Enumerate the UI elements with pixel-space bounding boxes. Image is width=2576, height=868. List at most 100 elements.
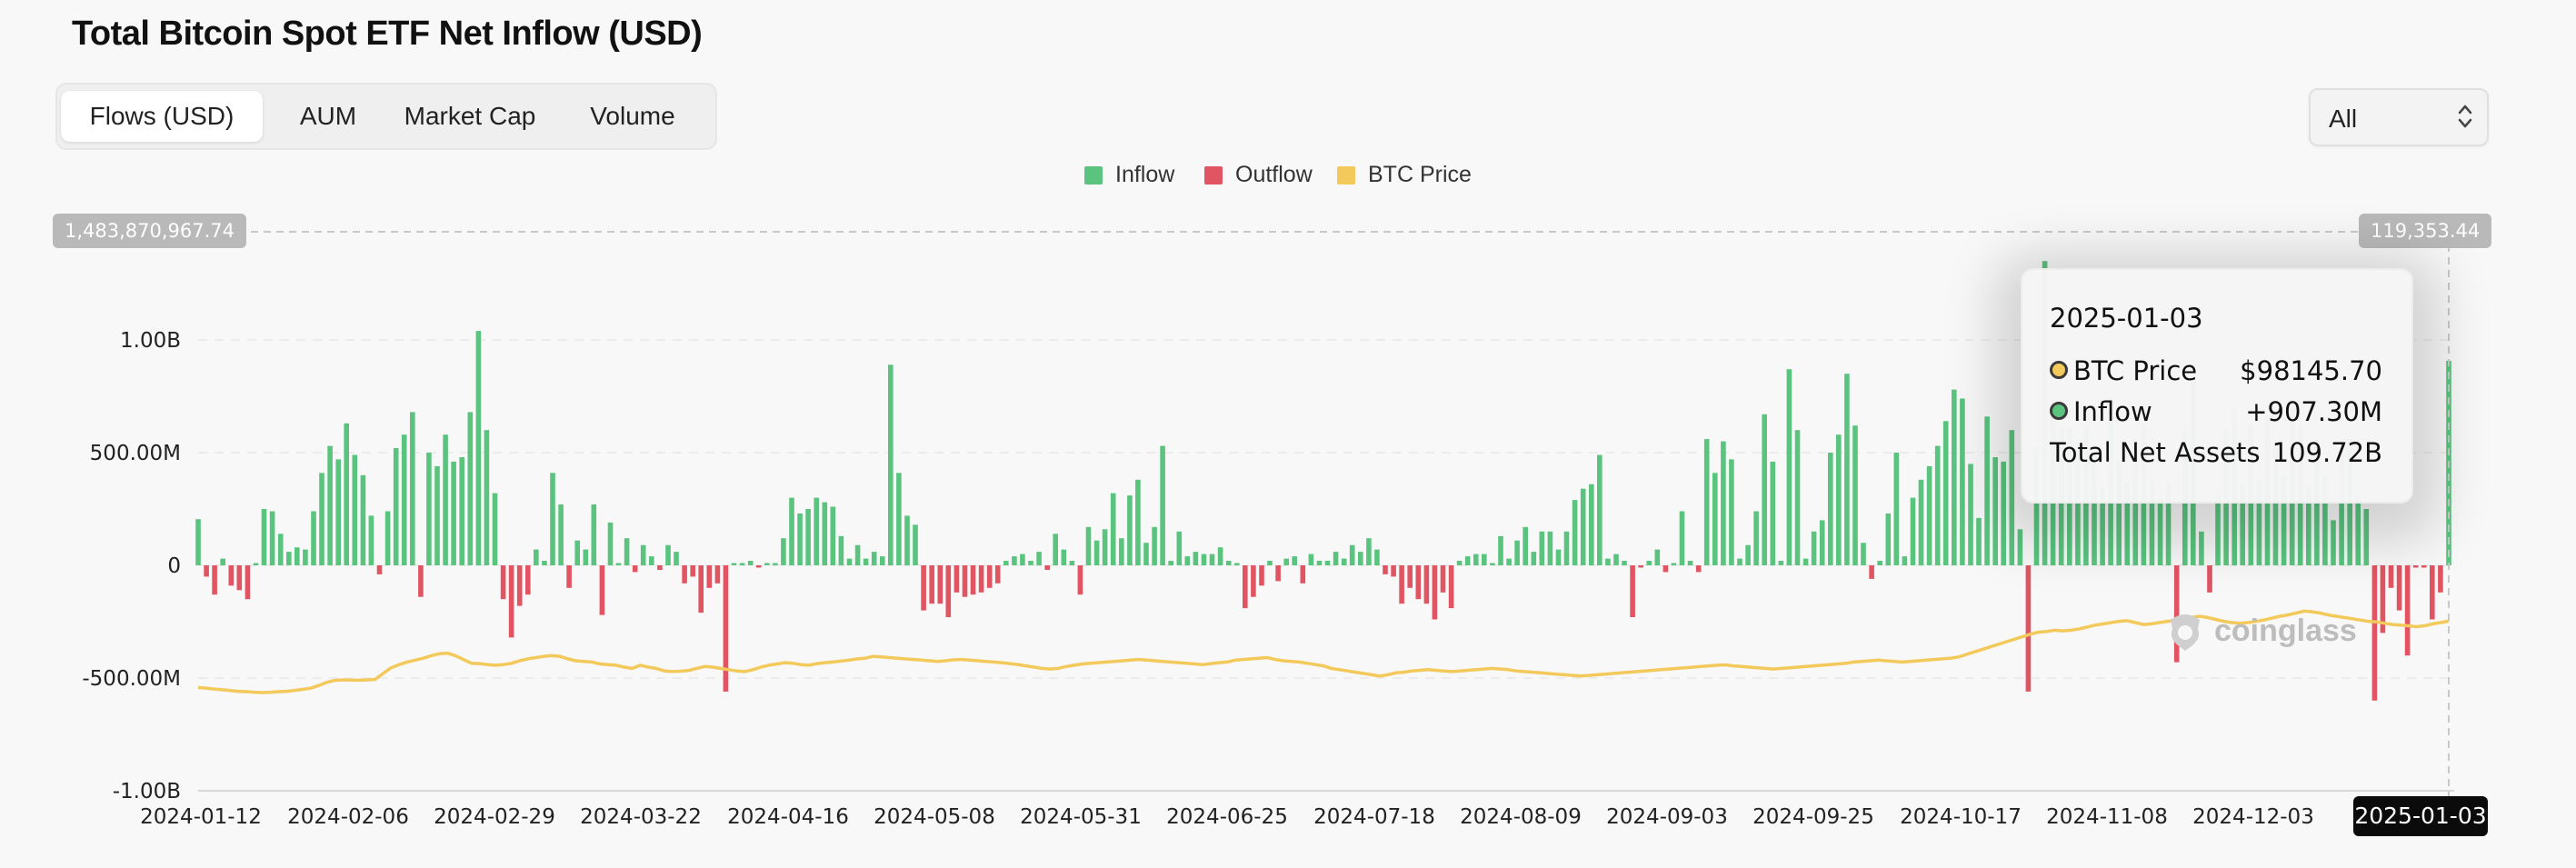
x-axis-pointer-label: 2025-01-03 <box>2353 796 2488 836</box>
inflow-bar <box>1003 561 1009 565</box>
legend-item-outflow[interactable]: Outflow <box>1204 162 1313 188</box>
outflow-bar <box>1630 565 1635 617</box>
inflow-bar <box>2331 520 2336 565</box>
outflow-bar <box>1869 565 1874 579</box>
inflow-bar <box>1143 543 1149 565</box>
outflow-bar <box>714 565 721 584</box>
inflow-bar <box>368 515 374 565</box>
inflow-bar <box>360 474 366 565</box>
x-tick-label: 2024-12-03 <box>2192 805 2314 829</box>
inflow-bar <box>913 524 918 565</box>
inflow-bar <box>1012 556 1017 565</box>
inflow-bar <box>1093 540 1100 565</box>
inflow-bar <box>1283 558 1289 565</box>
inflow-bar <box>1613 554 1619 565</box>
inflow-bar <box>888 364 894 565</box>
inflow-bar <box>1622 561 1627 565</box>
tab-market-cap[interactable]: Market Cap <box>404 102 536 130</box>
inflow-bar <box>1498 535 1503 565</box>
inflow-bar <box>1745 544 1751 565</box>
inflow-bar <box>410 412 415 565</box>
legend-item-btc-price[interactable]: BTC Price <box>1337 162 1472 188</box>
inflow-bar <box>1984 416 1990 565</box>
inflow-bar <box>1085 526 1092 565</box>
outflow-bar <box>1251 565 1256 597</box>
x-tick-label: 2024-05-08 <box>874 805 995 829</box>
inflow-bar <box>1885 514 1892 565</box>
inflow-bar <box>574 540 580 565</box>
tooltip-date: 2025-01-03 <box>2050 303 2203 334</box>
tooltip-dot-btc-price <box>2050 361 2068 379</box>
outflow-bar <box>204 565 209 577</box>
inflow-bar <box>1292 556 1297 565</box>
tooltip-row-btc-price: BTC Price $98145.70 <box>2050 355 2382 388</box>
inflow-bar <box>443 434 448 565</box>
outflow-bar <box>978 565 984 593</box>
inflow-bar <box>295 547 300 565</box>
range-select[interactable]: All <box>2309 88 2489 146</box>
inflow-bar <box>1597 454 1603 565</box>
inflow-bar <box>1152 526 1157 565</box>
inflow-bar <box>534 549 539 565</box>
outflow-bar <box>929 565 934 604</box>
inflow-bar <box>1589 484 1594 565</box>
x-tick-label: 2024-08-09 <box>1460 805 1582 829</box>
tab-volume[interactable]: Volume <box>590 102 675 130</box>
inflow-bar <box>1605 558 1611 565</box>
inflow-bar <box>1234 563 1240 565</box>
coinglass-logo-icon <box>2171 614 2200 651</box>
outflow-bar <box>2430 565 2435 620</box>
inflow-bar <box>805 509 811 565</box>
inflow-bar <box>2322 474 2328 565</box>
inflow-bar <box>1770 461 1776 565</box>
inflow-bar <box>871 552 877 565</box>
legend-item-inflow[interactable]: Inflow <box>1084 162 1174 188</box>
inflow-bar <box>1119 538 1124 565</box>
tooltip-row-total-net-assets: Total Net Assets 109.72B <box>2050 437 2382 470</box>
inflow-bar <box>1523 526 1528 565</box>
x-tick-label: 2024-09-03 <box>1606 805 1728 829</box>
inflow-bar <box>286 552 292 565</box>
inflow-bar <box>451 461 456 565</box>
inflow-bar <box>624 538 630 565</box>
inflow-bar <box>1703 439 1710 565</box>
inflow-bar <box>1679 511 1685 565</box>
inflow-bar <box>319 473 324 565</box>
inflow-bar <box>1209 554 1215 565</box>
x-tick-label: 2024-05-31 <box>1020 805 1142 829</box>
inflow-bar <box>1893 453 1900 565</box>
y-tick-label: -500.00M <box>82 667 181 691</box>
tab-flows[interactable]: Flows (USD) <box>61 91 263 142</box>
inflow-bar <box>1358 552 1363 565</box>
outflow-bar <box>690 565 695 577</box>
inflow-bar <box>1201 554 1207 565</box>
inflow-bar <box>1127 495 1133 565</box>
btc-price-line <box>197 609 2450 694</box>
inflow-bar <box>384 511 391 565</box>
outflow-bar <box>1275 565 1281 582</box>
inflow-bar <box>277 534 284 565</box>
inflow-bar <box>896 473 902 565</box>
watermark-text: coinglass <box>2214 613 2357 648</box>
inflow-bar <box>1490 563 1495 565</box>
inflow-bar <box>1531 552 1537 565</box>
tab-aum[interactable]: AUM <box>299 102 357 130</box>
outflow-bar <box>236 565 243 591</box>
inflow-bar <box>1952 389 1957 565</box>
inflow-bar <box>1836 434 1842 565</box>
outflow-bar <box>937 565 944 604</box>
outflow-bar <box>566 565 572 588</box>
inflow-bar <box>764 563 770 565</box>
inflow-bar <box>1811 531 1817 565</box>
inflow-bar <box>1861 543 1866 565</box>
inflow-bar <box>550 473 555 565</box>
inflow-bar <box>1794 430 1801 565</box>
outflow-bar <box>1415 565 1422 600</box>
inflow-bar <box>830 506 836 565</box>
inflow-bar <box>2281 474 2287 565</box>
inflow-bar <box>1036 552 1042 565</box>
inflow-bar <box>1844 374 1850 565</box>
legend-label-btc-price: BTC Price <box>1368 162 1472 187</box>
y-tick-label: -1.00B <box>113 780 181 803</box>
outflow-bar <box>682 565 687 584</box>
